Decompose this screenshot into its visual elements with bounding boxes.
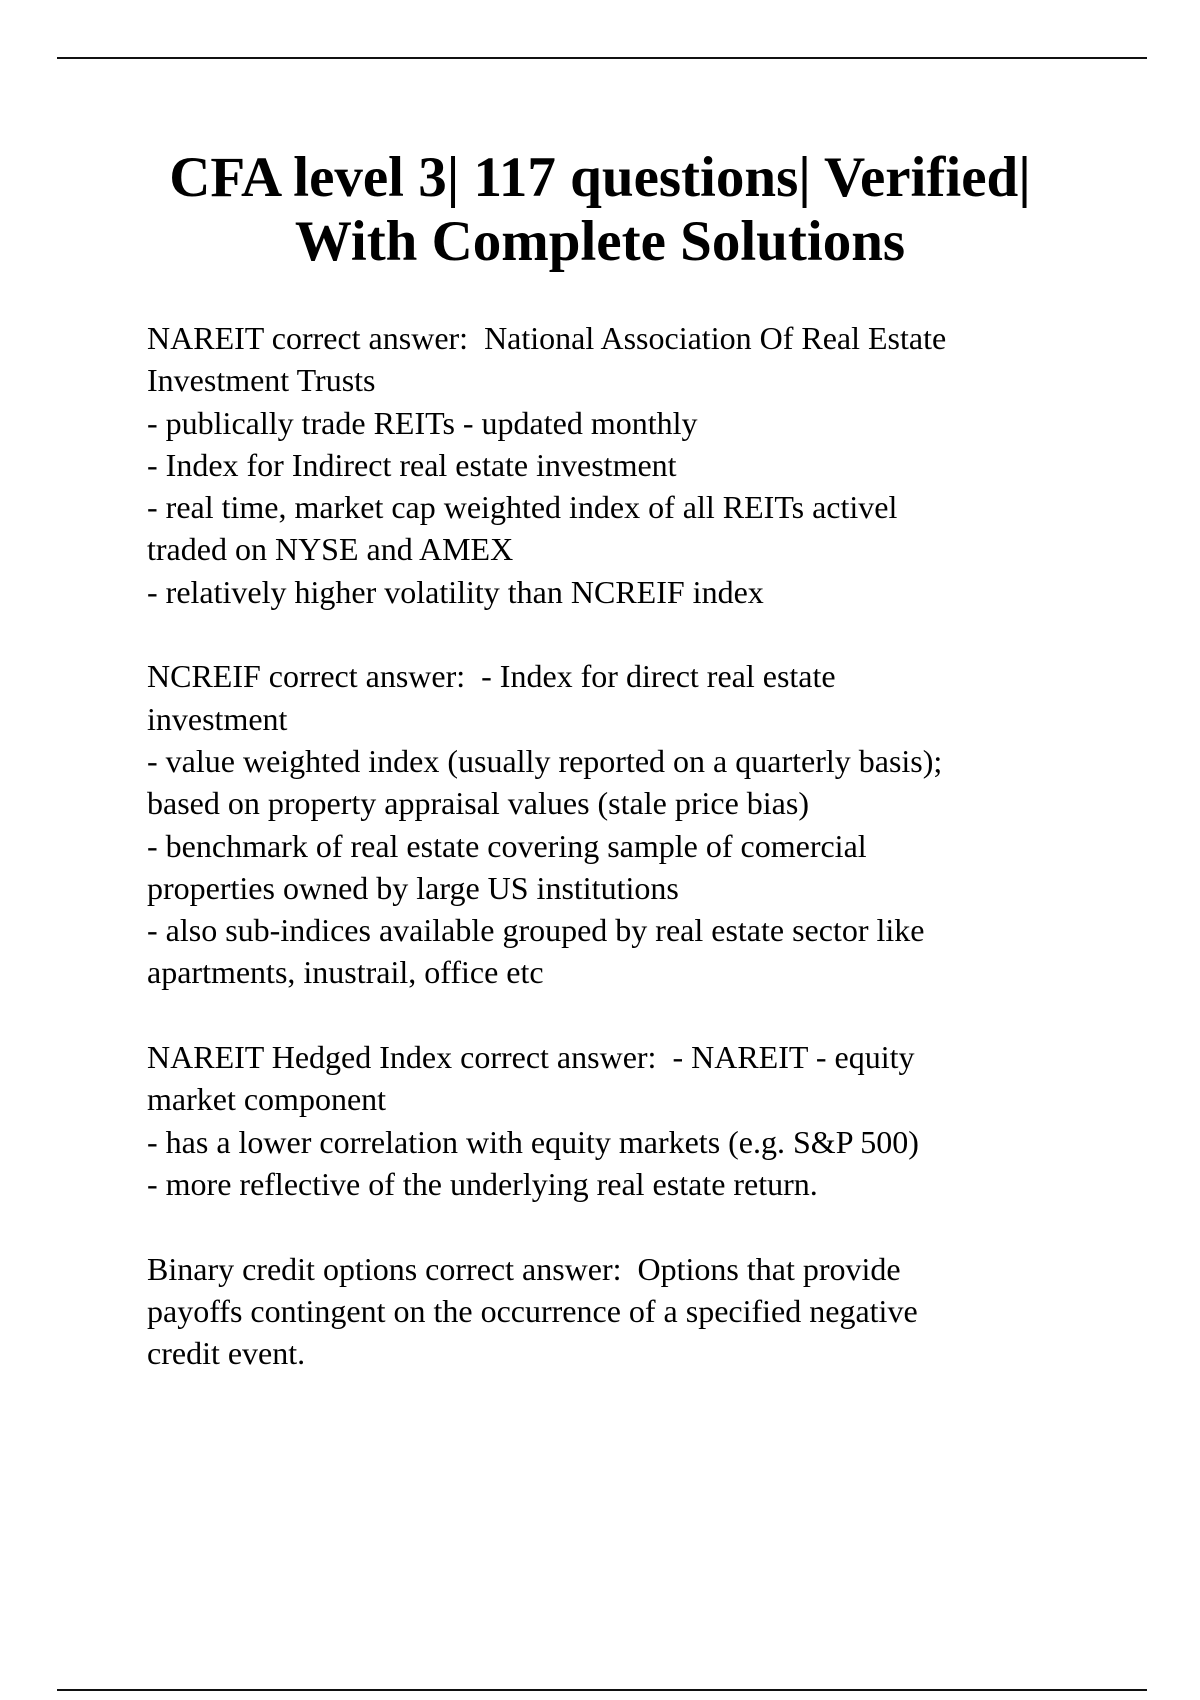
entry-line: market component bbox=[147, 1081, 387, 1118]
entry-line: Investment Trusts bbox=[147, 362, 376, 399]
entry-line: - value weighted index (usually reported… bbox=[147, 742, 943, 779]
entry-line: properties owned by large US institution… bbox=[147, 869, 679, 906]
title-line: With Complete Solutions bbox=[294, 210, 906, 273]
qa-entry: NAREIT correct answer: National Associat… bbox=[147, 317, 1147, 613]
entry-line: traded on NYSE and AMEX bbox=[147, 531, 514, 568]
entry-line: apartments, inustrail, office etc bbox=[147, 954, 544, 991]
entry-line: NCREIF correct answer: - Index for direc… bbox=[147, 658, 836, 695]
document-title: CFA level 3| 117 questions| Verified| Wi… bbox=[0, 146, 1200, 274]
title-line: CFA level 3| 117 questions| Verified| bbox=[169, 146, 1031, 209]
paragraph-gap bbox=[147, 613, 1147, 655]
entry-line: based on property appraisal values (stal… bbox=[147, 785, 809, 822]
entry-line: - real time, market cap weighted index o… bbox=[147, 489, 898, 526]
entry-line: - publically trade REITs - updated month… bbox=[147, 404, 698, 441]
qa-entry: Binary credit options correct answer: Op… bbox=[147, 1248, 1147, 1375]
qa-entry: NCREIF correct answer: - Index for direc… bbox=[147, 655, 1147, 993]
entry-line: Binary credit options correct answer: Op… bbox=[147, 1250, 901, 1287]
entry-line: NAREIT correct answer: National Associat… bbox=[147, 320, 947, 356]
entry-line: investment bbox=[147, 700, 288, 737]
paragraph-gap bbox=[147, 994, 1147, 1036]
paragraph-gap bbox=[147, 1205, 1147, 1247]
entry-line: - has a lower correlation with equity ma… bbox=[147, 1123, 919, 1160]
qa-entry: NAREIT Hedged Index correct answer: - NA… bbox=[147, 1036, 1147, 1205]
entry-line: - more reflective of the underlying real… bbox=[147, 1165, 818, 1202]
entry-line: - also sub-indices available grouped by … bbox=[147, 912, 925, 949]
entry-line: - Index for Indirect real estate investm… bbox=[147, 446, 677, 483]
footer-rule bbox=[57, 1689, 1147, 1691]
entry-line: - relatively higher volatility than NCRE… bbox=[147, 573, 764, 610]
header-rule bbox=[57, 57, 1147, 59]
entry-line: NAREIT Hedged Index correct answer: - NA… bbox=[147, 1039, 915, 1076]
entry-line: - benchmark of real estate covering samp… bbox=[147, 827, 867, 864]
entry-line: payoffs contingent on the occurrence of … bbox=[147, 1292, 918, 1329]
document-body: NAREIT correct answer: National Associat… bbox=[147, 317, 1147, 1374]
entry-line: credit event. bbox=[147, 1335, 306, 1372]
